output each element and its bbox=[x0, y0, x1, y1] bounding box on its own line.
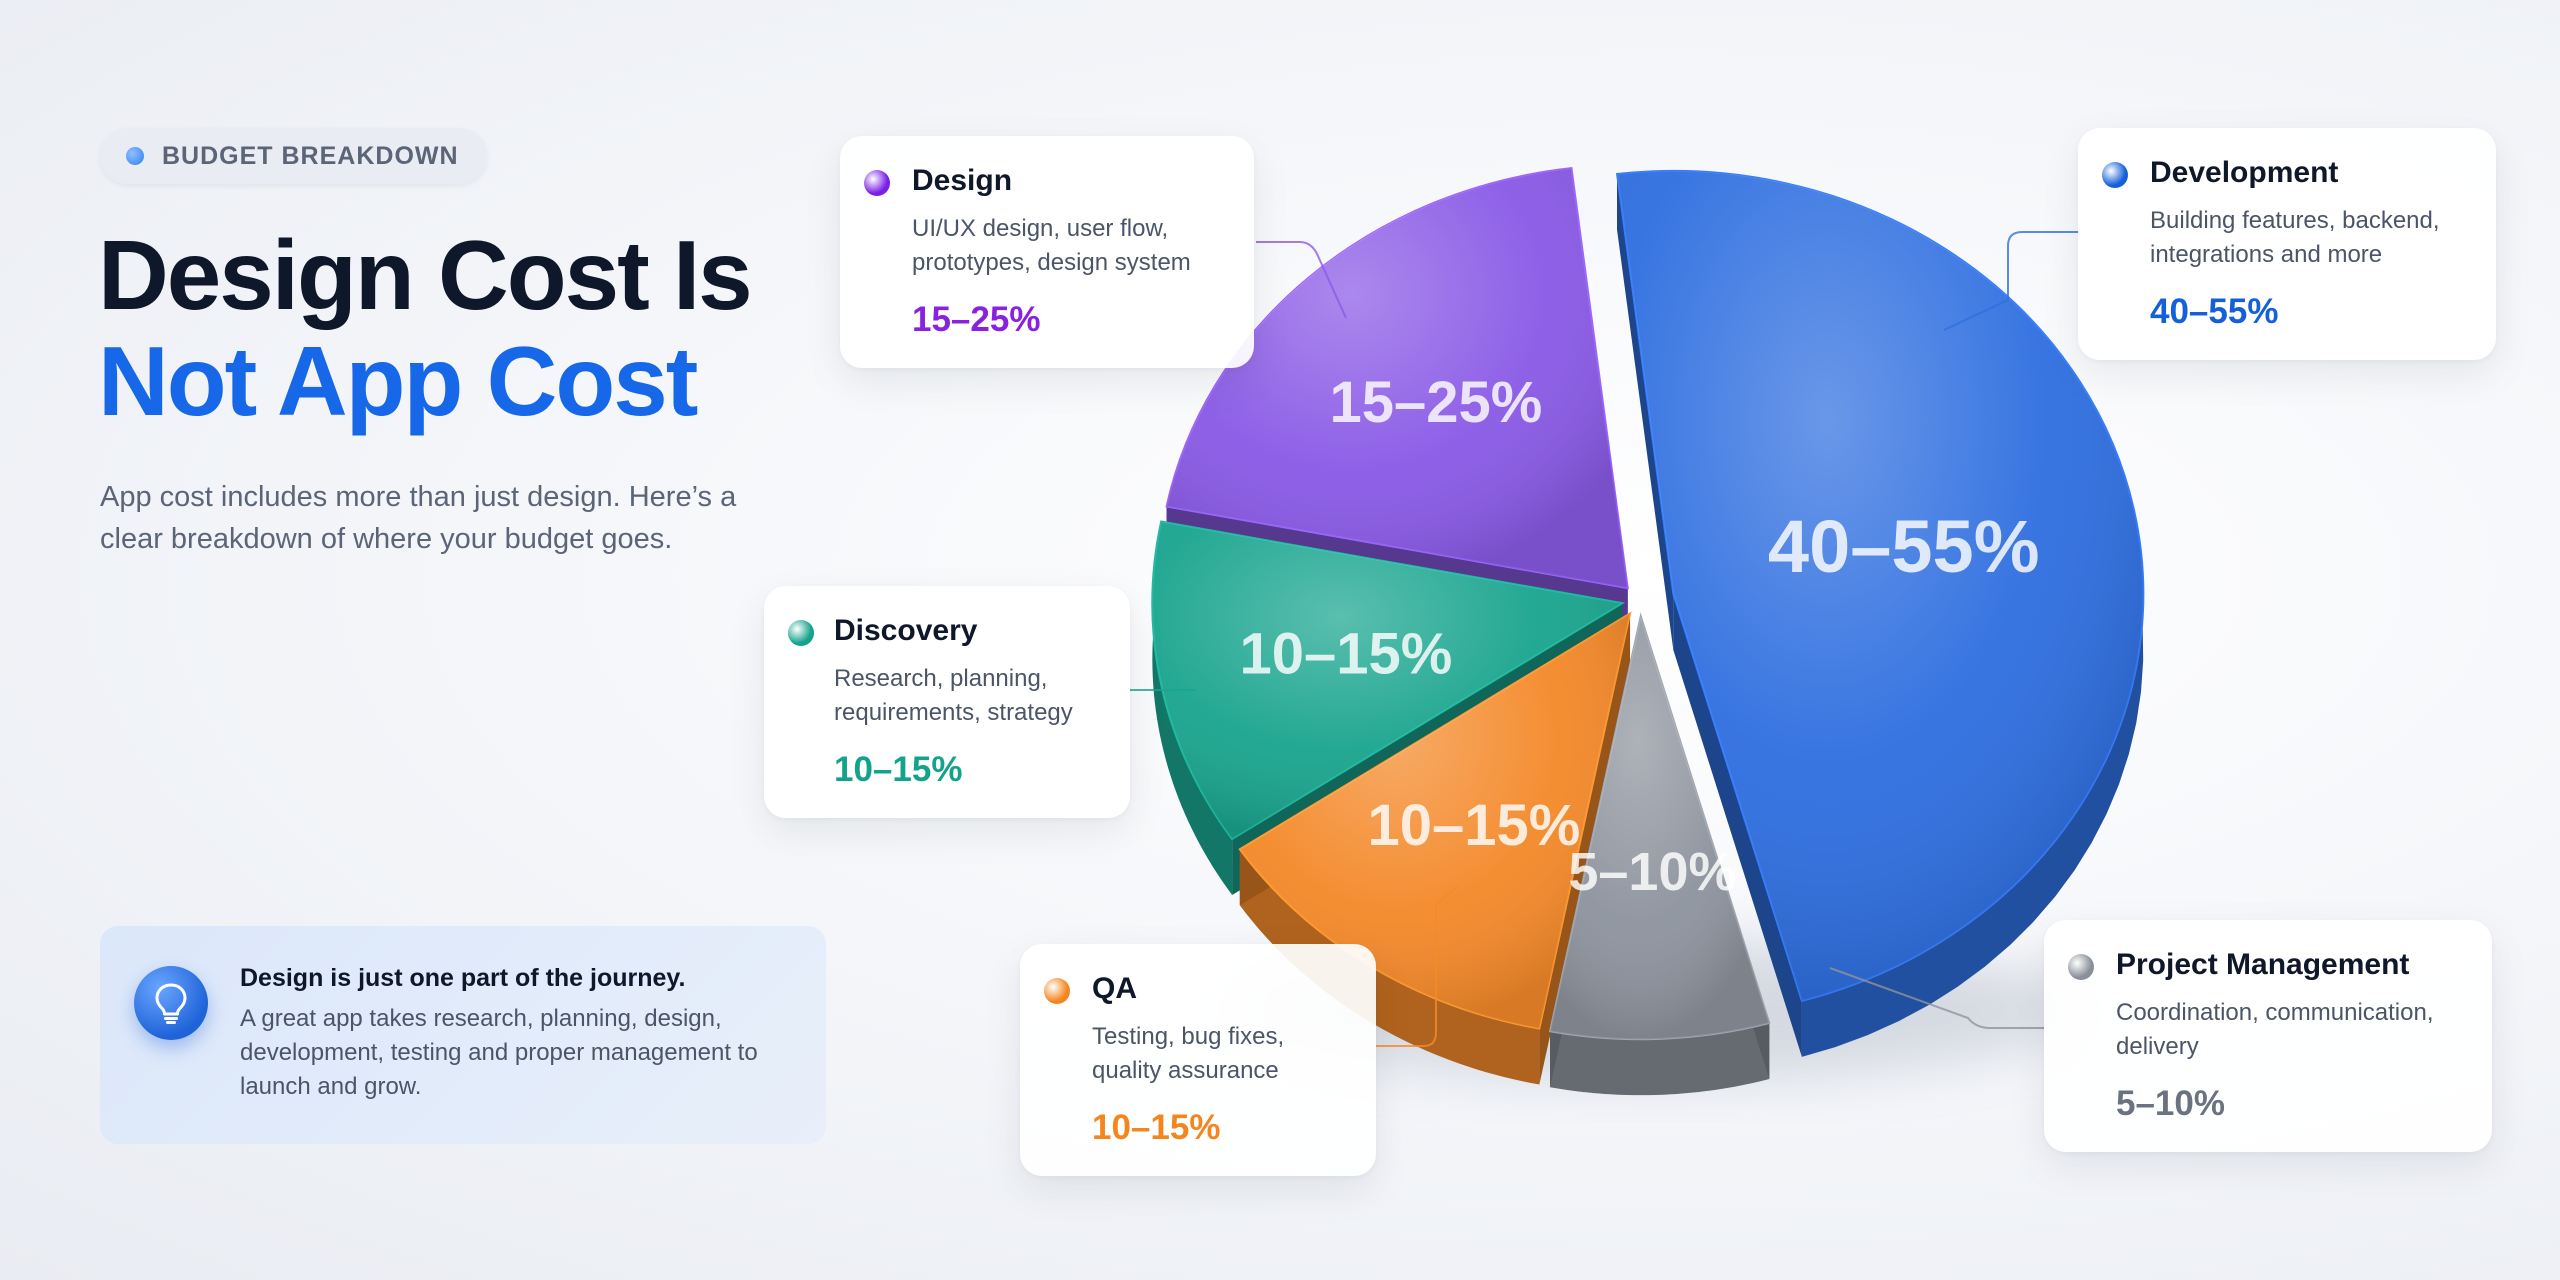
lightbulb-icon bbox=[134, 966, 208, 1040]
title-line-2: Not App Cost bbox=[98, 326, 698, 436]
slice-label-qa: 10–15% bbox=[1367, 793, 1580, 858]
card-project-management-desc: Coordination, communication, delivery bbox=[2116, 999, 2434, 1060]
card-discovery: Discovery Research, planning, requiremen… bbox=[764, 586, 1130, 818]
note-body: A great app takes research, planning, de… bbox=[240, 1005, 758, 1100]
card-discovery-value: 10–15% bbox=[834, 750, 963, 789]
card-development-value: 40–55% bbox=[2150, 292, 2279, 331]
design-dot-icon bbox=[864, 170, 890, 196]
development-dot-icon bbox=[2102, 162, 2128, 188]
slice-wall-development-1 bbox=[1673, 593, 1802, 1057]
badge-dot-icon bbox=[126, 147, 144, 165]
leader-line-project-management bbox=[1829, 967, 2044, 1029]
leader-line-development bbox=[1943, 231, 2078, 331]
qa-dot-icon bbox=[1044, 978, 1070, 1004]
leader-line-design bbox=[1256, 241, 1347, 319]
slice-gloss-design bbox=[1166, 168, 1628, 589]
project-management-dot-icon bbox=[2068, 954, 2094, 980]
card-development-desc: Building features, backend, integrations… bbox=[2150, 207, 2440, 268]
slice-side-qa bbox=[1239, 849, 1540, 1085]
card-development-title: Development bbox=[2150, 156, 2339, 189]
note-heading: Design is just one part of the journey. bbox=[240, 964, 686, 992]
card-qa-title: QA bbox=[1092, 972, 1137, 1005]
card-design-desc: UI/UX design, user flow, prototypes, des… bbox=[912, 215, 1191, 276]
card-discovery-title: Discovery bbox=[834, 614, 978, 647]
slice-gloss-qa bbox=[1239, 613, 1631, 1029]
slice-label-development: 40–55% bbox=[1768, 505, 2040, 588]
slice-wall-development-0 bbox=[1617, 174, 1674, 650]
slice-gloss-discovery bbox=[1152, 521, 1623, 839]
slice-label-discovery: 10–15% bbox=[1239, 621, 1452, 686]
card-qa-value: 10–15% bbox=[1092, 1108, 1221, 1147]
badge-pill: BUDGET BREAKDOWN bbox=[100, 128, 487, 184]
card-development: Development Building features, backend, … bbox=[2078, 128, 2496, 360]
card-qa: QA Testing, bug fixes, quality assurance… bbox=[1020, 944, 1376, 1176]
leader-line-qa bbox=[1376, 885, 1459, 1047]
page-title: Design Cost Is Not App Cost bbox=[98, 220, 753, 436]
card-design-value: 15–25% bbox=[912, 300, 1041, 339]
slice-side-project-management bbox=[1550, 1023, 1770, 1096]
page-subtitle: App cost includes more than just design.… bbox=[100, 481, 737, 555]
title-line-1: Design Cost Is bbox=[98, 220, 753, 330]
card-project-management-value: 5–10% bbox=[2116, 1084, 2225, 1123]
slice-gloss-development bbox=[1617, 170, 2144, 1001]
badge-label: BUDGET BREAKDOWN bbox=[162, 141, 459, 170]
card-design-title: Design bbox=[912, 164, 1013, 197]
card-discovery-desc: Research, planning, requirements, strate… bbox=[834, 665, 1073, 726]
info-note bbox=[100, 926, 826, 1144]
card-project-management-title: Project Management bbox=[2116, 948, 2410, 981]
slice-gloss-project-management bbox=[1550, 616, 1770, 1040]
slice-label-project-management: 5–10% bbox=[1568, 842, 1736, 902]
slice-label-design: 15–25% bbox=[1329, 370, 1542, 435]
card-qa-desc: Testing, bug fixes, quality assurance bbox=[1092, 1023, 1285, 1084]
discovery-dot-icon bbox=[788, 620, 814, 646]
card-design: Design UI/UX design, user flow, prototyp… bbox=[840, 136, 1254, 368]
slice-wall-qa-0 bbox=[1539, 613, 1631, 1085]
card-project-management: Project Management Coordination, communi… bbox=[2044, 920, 2492, 1152]
